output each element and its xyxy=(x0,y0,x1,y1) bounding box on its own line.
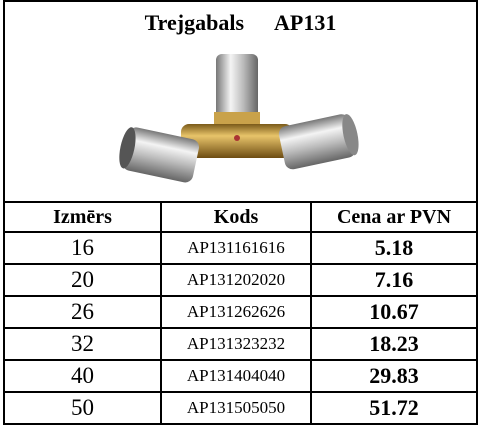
size-cell: 50 xyxy=(4,392,161,424)
price-cell: 5.18 xyxy=(311,232,477,264)
top-sleeve xyxy=(216,54,258,122)
code-cell: AP131161616 xyxy=(161,232,311,264)
code-cell: AP131404040 xyxy=(161,360,311,392)
size-cell: 26 xyxy=(4,296,161,328)
code-cell: AP131323232 xyxy=(161,328,311,360)
title: Trejgabals AP131 xyxy=(5,10,476,36)
column-header: Cena ar PVN xyxy=(311,202,477,232)
code-cell: AP131505050 xyxy=(161,392,311,424)
code-cell: AP131262626 xyxy=(161,296,311,328)
price-table: Trejgabals AP131 xyxy=(3,0,478,425)
column-header: Izmērs xyxy=(4,202,161,232)
size-cell: 20 xyxy=(4,264,161,296)
column-header: Kods xyxy=(161,202,311,232)
code-cell: AP131202020 xyxy=(161,264,311,296)
price-cell: 18.23 xyxy=(311,328,477,360)
header-cell: Trejgabals AP131 xyxy=(4,1,477,202)
product-name: Trejgabals xyxy=(145,10,244,35)
product-image xyxy=(111,36,371,196)
size-cell: 32 xyxy=(4,328,161,360)
product-code: AP131 xyxy=(274,10,336,35)
size-cell: 16 xyxy=(4,232,161,264)
price-cell: 10.67 xyxy=(311,296,477,328)
price-cell: 51.72 xyxy=(311,392,477,424)
top-ring xyxy=(214,112,260,124)
price-cell: 29.83 xyxy=(311,360,477,392)
size-cell: 40 xyxy=(4,360,161,392)
product-sheet: Trejgabals AP131 xyxy=(3,0,476,426)
hole xyxy=(234,135,240,141)
header-row: Trejgabals AP131 xyxy=(4,1,477,202)
price-cell: 7.16 xyxy=(311,264,477,296)
